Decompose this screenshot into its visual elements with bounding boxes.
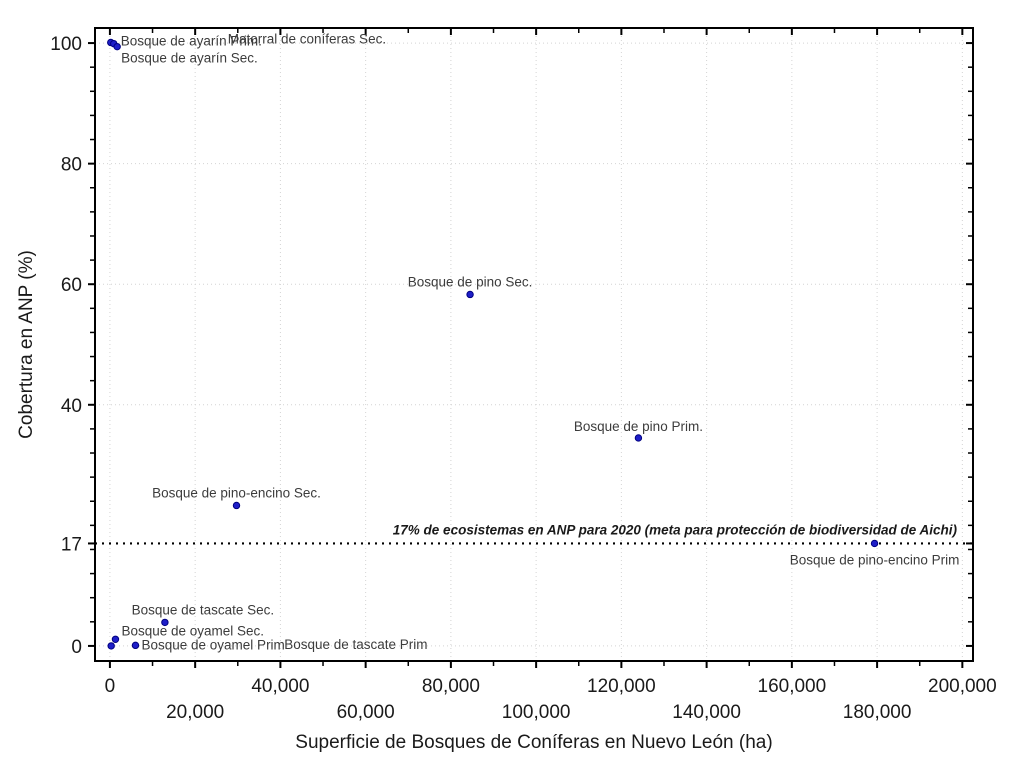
x-tick-label: 20,000 — [166, 702, 224, 723]
y-tick-label: 100 — [50, 34, 82, 55]
data-point — [107, 642, 115, 650]
data-point — [870, 539, 879, 548]
y-axis-title: Cobertura en ANP (%) — [16, 250, 37, 439]
x-axis-title: Superficie de Bosques de Coníferas en Nu… — [295, 732, 772, 753]
point-label: Bosque de pino-encino Sec. — [152, 485, 321, 500]
y-tick-label: 17 — [61, 534, 82, 555]
point-label: Bosque de tascate Prim — [284, 637, 427, 652]
point-label: Bosque de ayarín Sec. — [121, 51, 258, 66]
data-point — [111, 635, 120, 643]
data-point — [161, 618, 169, 627]
data-point — [113, 42, 121, 51]
y-tick-label: 60 — [61, 275, 82, 296]
plot-frame — [94, 27, 974, 662]
x-tick-label: 120,000 — [587, 676, 656, 697]
data-point — [131, 641, 140, 650]
point-label: Bosque de pino Sec. — [408, 274, 533, 289]
reference-line-label: 17% de ecosistemas en ANP para 2020 (met… — [393, 522, 958, 537]
data-point — [634, 434, 643, 442]
point-label: Bosque de pino Prim. — [574, 419, 703, 434]
y-tick-label: 0 — [71, 637, 82, 658]
point-label: Bosque de ayarín Prim. — [121, 33, 262, 48]
x-tick-label: 60,000 — [337, 702, 395, 723]
x-tick-label: 40,000 — [251, 676, 309, 697]
point-label: Bosque de oyamel Prim — [141, 637, 284, 652]
point-label: Bosque de oyamel Sec. — [121, 623, 264, 638]
data-point — [232, 501, 241, 510]
point-label: Bosque de pino-encino Prim — [790, 552, 960, 567]
point-label: Bosque de tascate Sec. — [132, 602, 275, 617]
x-tick-label: 100,000 — [502, 702, 571, 723]
x-tick-label: 180,000 — [843, 702, 912, 723]
x-tick-label: 80,000 — [422, 676, 480, 697]
x-tick-label: 0 — [105, 676, 116, 697]
x-tick-label: 200,000 — [928, 676, 997, 697]
x-tick-label: 160,000 — [758, 676, 827, 697]
data-point — [466, 290, 474, 299]
y-tick-label: 80 — [61, 155, 82, 176]
point-label: Matorral de coníferas Sec. — [228, 32, 386, 47]
x-tick-label: 140,000 — [672, 702, 741, 723]
y-tick-label: 40 — [61, 396, 82, 417]
